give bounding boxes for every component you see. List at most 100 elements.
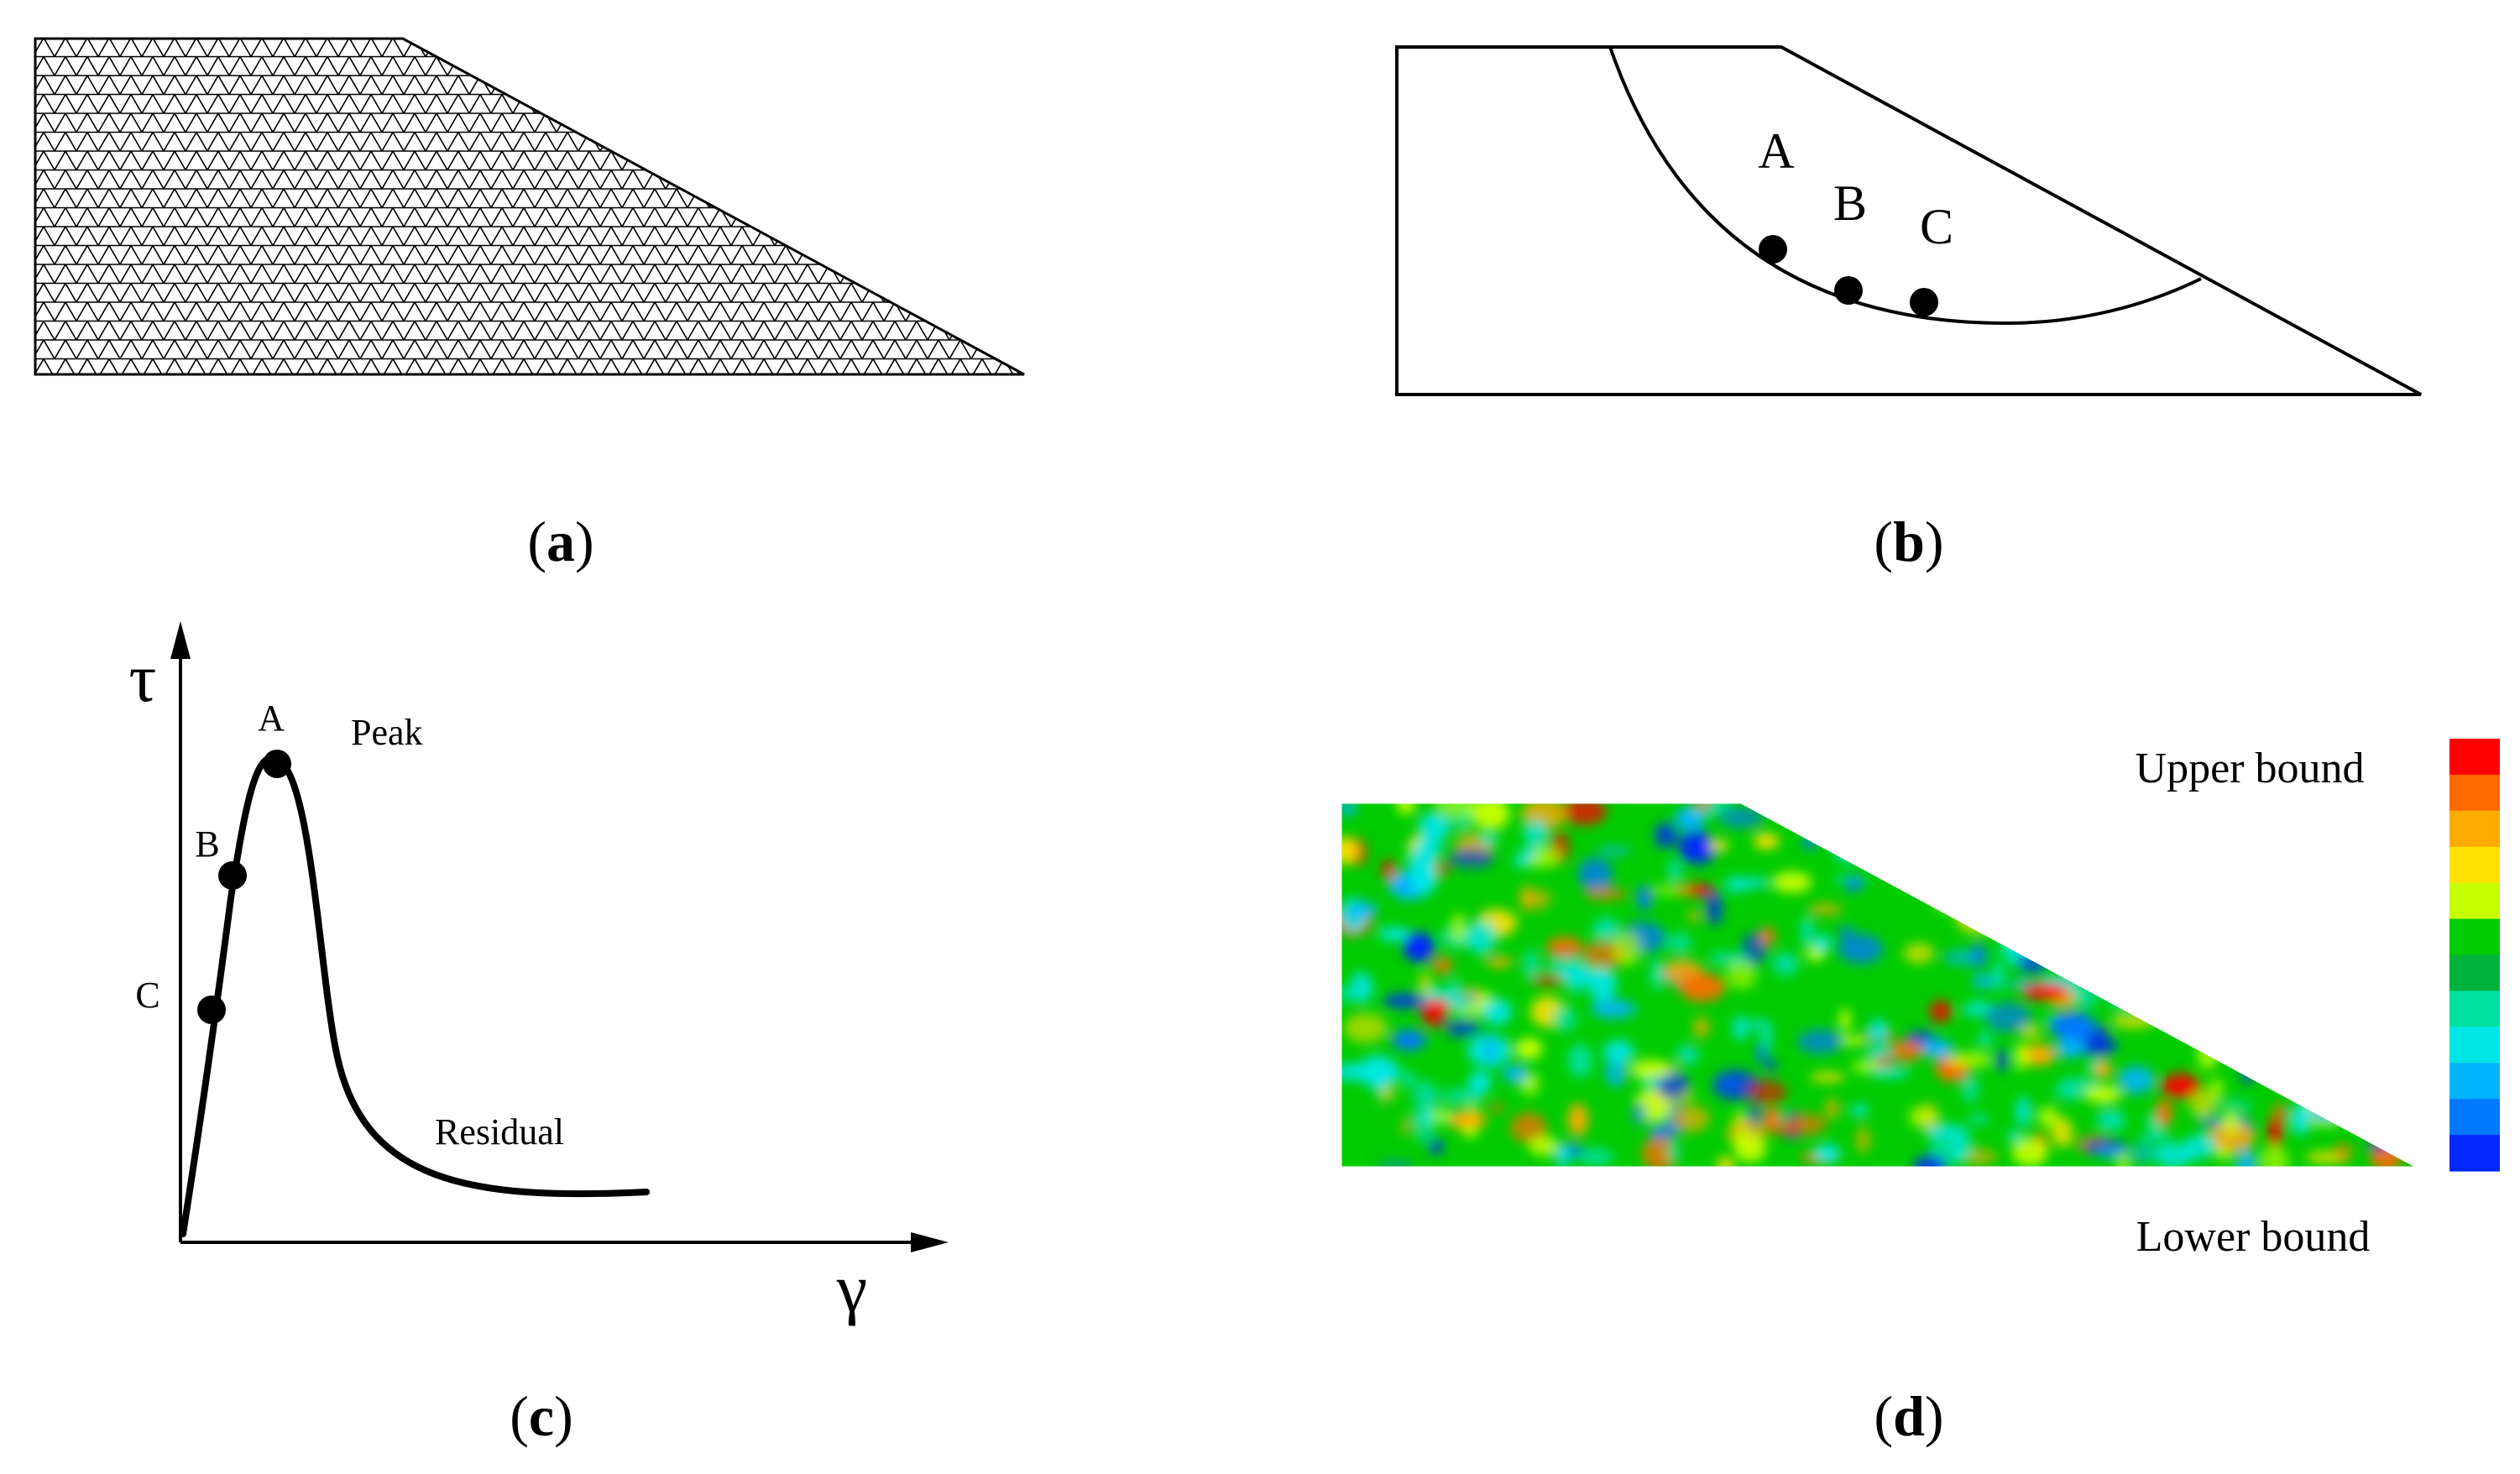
field-speckle [2134, 803, 2151, 828]
field-speckle [1482, 1032, 1498, 1065]
field-speckle [1993, 959, 2005, 992]
field-speckle [2209, 1077, 2224, 1100]
field-speckle [2021, 1043, 2056, 1066]
color-scale-bar [2449, 739, 2500, 1172]
field-speckle [1587, 967, 1617, 1002]
field-speckle [2075, 1037, 2117, 1056]
field-speckle [1552, 1006, 1577, 1032]
field-speckle [1357, 1054, 1399, 1089]
field-speckle [2365, 971, 2390, 992]
field-speckle [1515, 1038, 1543, 1059]
field-speckle [1435, 803, 1479, 818]
field-speckle [1429, 1139, 1443, 1154]
field-speckle [1341, 1063, 1373, 1081]
field-speckle [1833, 833, 1864, 865]
curve-point-a-marker [263, 750, 291, 778]
field-speckle [1718, 807, 1765, 828]
field-speckle [2183, 1003, 2230, 1033]
field-speckle [2372, 1037, 2401, 1064]
caption-a: (a) [527, 510, 593, 573]
field-speckle [2056, 1078, 2099, 1088]
point-b-marker [1834, 276, 1863, 305]
field-speckle [2330, 1075, 2370, 1093]
field-speckle [2053, 1087, 2085, 1100]
field-speckle [2028, 820, 2063, 840]
field-speckle [2153, 1142, 2194, 1167]
color-scale-segment [2449, 810, 2500, 848]
field-speckle [2094, 938, 2111, 971]
field-speckle [1772, 952, 1799, 976]
field-speckle [1341, 837, 1358, 865]
field-speckle [1807, 903, 1843, 915]
field-speckle [2230, 803, 2262, 813]
field-speckle [2208, 1121, 2256, 1152]
field-speckle [2368, 1003, 2392, 1033]
field-speckle [2378, 804, 2404, 823]
field-speckle [2393, 1006, 2415, 1016]
field-speckle [2208, 900, 2238, 931]
field-speckle [1567, 1103, 1588, 1137]
field-speckle [2116, 1151, 2130, 1167]
field-speckle [1968, 1115, 1989, 1124]
field-speckle [2325, 1085, 2371, 1102]
field-speckle [1381, 1089, 1397, 1098]
field-speckle [1974, 892, 2001, 902]
field-speckle [2213, 959, 2242, 975]
field-speckle [1378, 927, 1411, 941]
field-speckle [2348, 1071, 2379, 1083]
field-speckle [2281, 1060, 2312, 1090]
field-speckle [2146, 803, 2188, 824]
field-speckle [1432, 957, 1452, 974]
field-speckle [2203, 833, 2217, 862]
field-speckle [1382, 859, 1395, 881]
field-speckle [2334, 1142, 2352, 1160]
field-speckle [1759, 927, 1775, 946]
field-speckle [1679, 839, 1717, 865]
field-speckle [2094, 1060, 2112, 1079]
field-speckle [2295, 815, 2325, 849]
point-b-label: B [1833, 175, 1867, 231]
field-speckle [2124, 818, 2139, 850]
field-speckle [2310, 1106, 2340, 1121]
field-speckle [1555, 1143, 1571, 1167]
field-speckle [1972, 942, 1986, 968]
curve-point-c-label: C [135, 975, 159, 1016]
field-speckle [2229, 849, 2247, 874]
field-speckle [1649, 1125, 1677, 1139]
field-speckle [2138, 1133, 2170, 1142]
field-speckle [2288, 891, 2301, 912]
field-speckle [1403, 932, 1435, 963]
field-speckle [2249, 980, 2272, 989]
peak-annotation: Peak [351, 712, 423, 753]
field-speckle [1561, 803, 1607, 826]
field-speckle [1629, 1058, 1670, 1080]
field-speckle [2175, 902, 2213, 920]
field-speckle [2094, 855, 2113, 866]
field-speckle [1837, 1036, 1867, 1046]
field-speckle [1867, 1019, 1890, 1045]
field-speckle [2313, 803, 2360, 813]
field-speckle [1545, 957, 1589, 975]
field-speckle [1649, 959, 1665, 991]
field-speckle [1813, 1144, 1841, 1163]
field-speckle [1679, 973, 1725, 1002]
lower-bound-label: Lower bound [2136, 1213, 2371, 1261]
field-speckle [2096, 1109, 2126, 1132]
field-speckle [1846, 803, 1884, 810]
field-speckle [1422, 999, 1451, 1014]
mesh-slope [34, 37, 1025, 376]
field-speckle [2397, 849, 2415, 877]
field-speckle [2087, 803, 2103, 822]
field-speckle [2168, 901, 2198, 934]
field-speckle [2225, 964, 2253, 989]
field-speckle [2162, 1071, 2202, 1100]
field-speckle [2184, 1133, 2216, 1159]
field-speckle [1890, 1039, 1923, 1062]
field-speckle [1801, 836, 1818, 849]
curve-point-c-marker [197, 996, 226, 1024]
field-speckle [1567, 1043, 1592, 1078]
field-speckle [2285, 871, 2331, 891]
field-speckle [1450, 912, 1467, 943]
field-speckle [1502, 1064, 1529, 1084]
field-speckle [1974, 818, 2020, 834]
